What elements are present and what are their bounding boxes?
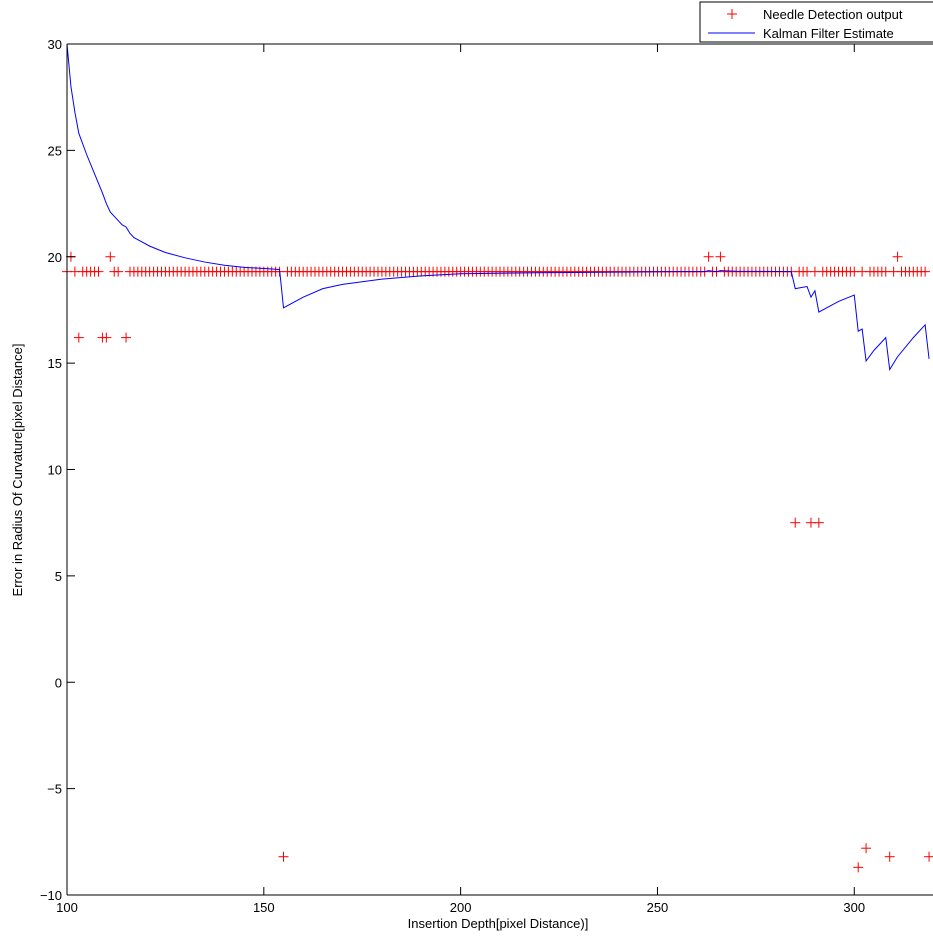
x-tick-label: 100 bbox=[56, 900, 78, 915]
plot-area bbox=[67, 44, 933, 895]
x-axis-title: Insertion Depth[pixel Distance)] bbox=[408, 916, 589, 931]
needle-detection-point bbox=[790, 517, 801, 528]
needle-detection-point bbox=[924, 851, 933, 862]
needle-detection-point bbox=[813, 517, 824, 528]
legend-label-needle: Needle Detection output bbox=[763, 7, 903, 22]
y-tick-label: −5 bbox=[47, 782, 62, 797]
legend-marker-needle bbox=[727, 9, 737, 19]
y-tick-label: 10 bbox=[48, 463, 62, 478]
y-tick-label: 20 bbox=[48, 250, 62, 265]
x-tick-label: 150 bbox=[253, 900, 275, 915]
kalman-filter-line bbox=[66, 43, 930, 371]
needle-detection-point bbox=[113, 266, 124, 277]
kalman-line-layer bbox=[66, 43, 930, 371]
y-tick-label: 30 bbox=[48, 37, 62, 52]
needle-detection-point bbox=[715, 251, 726, 262]
y-tick-label: 0 bbox=[55, 675, 62, 690]
x-tick-label: 200 bbox=[450, 900, 472, 915]
y-tick-label: −10 bbox=[40, 888, 62, 903]
x-tick-label: 250 bbox=[647, 900, 669, 915]
needle-detection-point bbox=[861, 843, 872, 854]
needle-detection-point bbox=[920, 266, 931, 277]
y-tick-label: 5 bbox=[55, 569, 62, 584]
needle-detection-point bbox=[101, 332, 112, 343]
needle-detection-point bbox=[703, 251, 714, 262]
needle-detection-point bbox=[278, 851, 289, 862]
legend-label-kalman: Kalman Filter Estimate bbox=[763, 26, 894, 41]
needle-detection-markers bbox=[62, 251, 933, 873]
needle-detection-point bbox=[93, 266, 104, 277]
y-axis-title: Error in Radius Of Curvature[pixel Dista… bbox=[10, 344, 25, 597]
legend-box bbox=[699, 1, 933, 43]
y-tick-label: 15 bbox=[48, 356, 62, 371]
legend: Needle Detection output Kalman Filter Es… bbox=[699, 1, 933, 43]
needle-detection-point bbox=[121, 332, 132, 343]
needle-detection-point bbox=[105, 251, 116, 262]
y-tick-label: 25 bbox=[48, 143, 62, 158]
needle-detection-point bbox=[853, 862, 864, 873]
needle-detection-point bbox=[884, 851, 895, 862]
needle-detection-point bbox=[73, 332, 84, 343]
x-tick-label: 300 bbox=[843, 900, 865, 915]
needle-detection-point bbox=[892, 251, 903, 262]
tick-layer: 100 150 200 250 300 −10 −5 0 5 10 15 20 25 30 bbox=[40, 37, 865, 915]
